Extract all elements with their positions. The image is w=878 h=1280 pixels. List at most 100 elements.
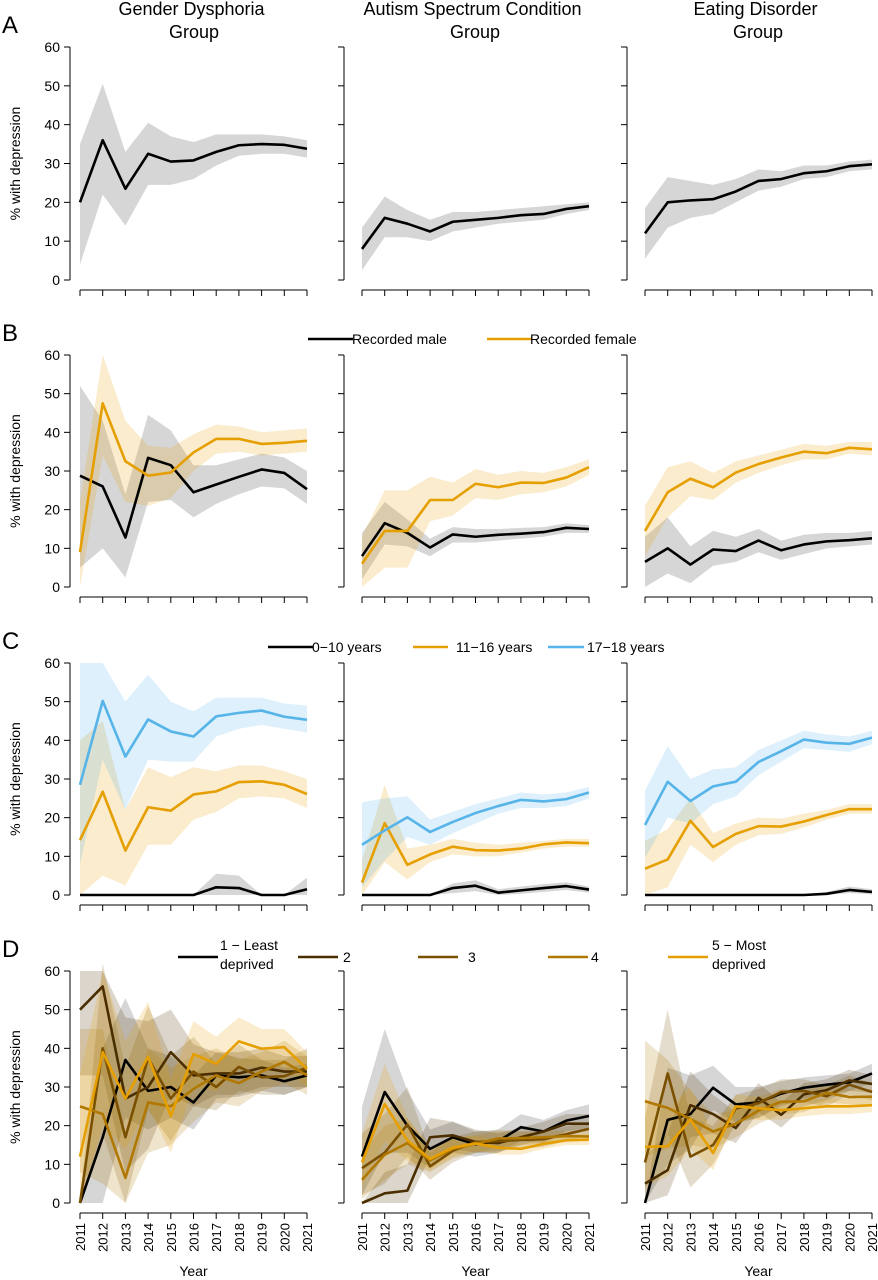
- legend-label: 1 − Least deprived: [220, 937, 278, 972]
- legend-label: 11−16 years: [456, 639, 532, 655]
- x-tick-label: 2014: [706, 1223, 721, 1252]
- subplot: 0 10 20 30 40 50 60: [44, 39, 308, 296]
- y-tick-label: 60: [44, 963, 60, 979]
- y-tick-label: 60: [44, 39, 60, 55]
- y-axis-label: % with depression: [7, 414, 23, 528]
- legend: 0−10 years 11−16 years 17−18 years: [268, 639, 664, 655]
- x-tick-label: 2011: [73, 1223, 88, 1251]
- x-tick-label: 2011: [638, 1223, 653, 1251]
- y-tick-label: 50: [44, 386, 60, 402]
- x-tick-label: 2020: [277, 1223, 292, 1252]
- confidence-band: [362, 786, 589, 888]
- y-axis-label: % with depression: [7, 107, 23, 221]
- series-line: [78, 402, 308, 553]
- subplot: [338, 46, 590, 296]
- y-tick-label: 0: [52, 887, 60, 903]
- panel-letter: B: [2, 320, 18, 347]
- x-tick-label: 2017: [774, 1223, 789, 1252]
- x-tick-label: 2013: [683, 1223, 698, 1252]
- confidence-band: [645, 517, 872, 587]
- legend-label-line: 17−18 years: [587, 639, 664, 655]
- y-tick-label: 40: [44, 424, 60, 440]
- subplot: [338, 354, 590, 603]
- x-tick-label: 2018: [514, 1223, 529, 1252]
- confidence-band: [362, 196, 589, 271]
- confidence-band: [645, 159, 872, 259]
- series-line: [80, 885, 308, 897]
- x-tick-label: 2014: [141, 1223, 156, 1252]
- y-axis-label: % with depression: [7, 722, 23, 836]
- x-tick-label: 2019: [255, 1223, 270, 1252]
- confidence-band: [362, 1029, 589, 1196]
- series-line: [78, 1047, 308, 1204]
- subplot: [621, 354, 873, 603]
- panel-A: A % with depression 0 10 20 30 40 50 60: [2, 12, 873, 296]
- subplot: 2011 2012 2013 2014 2015 2016 2017 2018 2019 2020…: [338, 970, 597, 1279]
- subplot: [338, 662, 590, 911]
- x-tick-label: 2016: [187, 1223, 202, 1252]
- panel-letter: C: [2, 628, 19, 655]
- series-line: [78, 1040, 308, 1157]
- x-tick-label: 2017: [491, 1223, 506, 1252]
- y-tick-label: 20: [44, 1118, 60, 1134]
- confidence-band: [80, 971, 307, 1203]
- y-tick-label: 0: [52, 579, 60, 595]
- x-tick-label: 2011: [355, 1223, 370, 1251]
- series-line: [645, 888, 873, 897]
- series-line: [644, 536, 873, 566]
- legend-label: Recorded female: [530, 331, 637, 347]
- y-tick-label: 60: [44, 655, 60, 671]
- column-title-line: Autism Spectrum Condition: [363, 0, 581, 19]
- x-tick-label: 2016: [469, 1223, 484, 1252]
- legend-label-line: 0−10 years: [312, 639, 382, 655]
- x-tick-label: 2018: [232, 1223, 247, 1252]
- x-tick-label: 2012: [96, 1223, 111, 1252]
- column-title-gender-dysphoria: Gender Dysphoria Group: [118, 0, 269, 42]
- x-axis-label: Year: [461, 1263, 490, 1279]
- series-line: [78, 138, 308, 203]
- y-tick-label: 40: [44, 117, 60, 133]
- y-tick-label: 30: [44, 463, 60, 479]
- y-tick-label: 0: [52, 272, 60, 288]
- x-tick-label: 2015: [729, 1223, 744, 1252]
- column-title-line: Group: [169, 22, 219, 42]
- x-tick-label: 2020: [559, 1223, 574, 1252]
- series-line: [643, 162, 873, 235]
- legend-label-line: 5 − Most: [712, 937, 766, 953]
- legend-label-line: Recorded male: [352, 331, 447, 347]
- confidence-band: [362, 1063, 589, 1188]
- legend-label-line: 11−16 years: [456, 639, 532, 655]
- y-axis-label: % with depression: [7, 1030, 23, 1144]
- legend-label-line: deprived: [712, 956, 766, 972]
- y-tick-label: 40: [44, 732, 60, 748]
- x-tick-label: 2012: [378, 1223, 393, 1252]
- y-tick-label: 50: [44, 1002, 60, 1018]
- column-title-line: Eating Disorder: [693, 0, 817, 19]
- panel-B: B % with depression 0 10 20 30 40 50 60 Recorded …: [2, 320, 873, 603]
- x-tick-label: 2019: [820, 1223, 835, 1252]
- legend-label-line: 2: [343, 949, 351, 965]
- legend: Recorded male Recorded female: [308, 331, 637, 347]
- column-title-autism: Autism Spectrum Condition Group: [363, 0, 586, 42]
- y-tick-label: 60: [44, 347, 60, 363]
- y-tick-label: 0: [52, 1195, 60, 1211]
- legend-label: 3: [468, 949, 476, 965]
- x-tick-label: 2013: [118, 1223, 133, 1252]
- confidence-band: [362, 501, 589, 580]
- series-line: [79, 1060, 308, 1180]
- panel-letter: D: [2, 936, 19, 963]
- series-line: [360, 465, 590, 565]
- series-line: [644, 1103, 873, 1155]
- x-tick-label: 2019: [537, 1223, 552, 1252]
- series-line: [360, 204, 590, 250]
- subplot: 0 10 20 30 40 50 60 2011 2012 2013 2014 2015 2016 201…: [44, 963, 315, 1279]
- x-tick-label: 2021: [300, 1223, 315, 1252]
- panel-letter: A: [2, 12, 18, 39]
- confidence-band: [645, 1087, 872, 1188]
- series-line: [643, 736, 873, 826]
- y-tick-label: 10: [44, 848, 60, 864]
- y-tick-label: 30: [44, 156, 60, 172]
- series-line: [362, 884, 590, 897]
